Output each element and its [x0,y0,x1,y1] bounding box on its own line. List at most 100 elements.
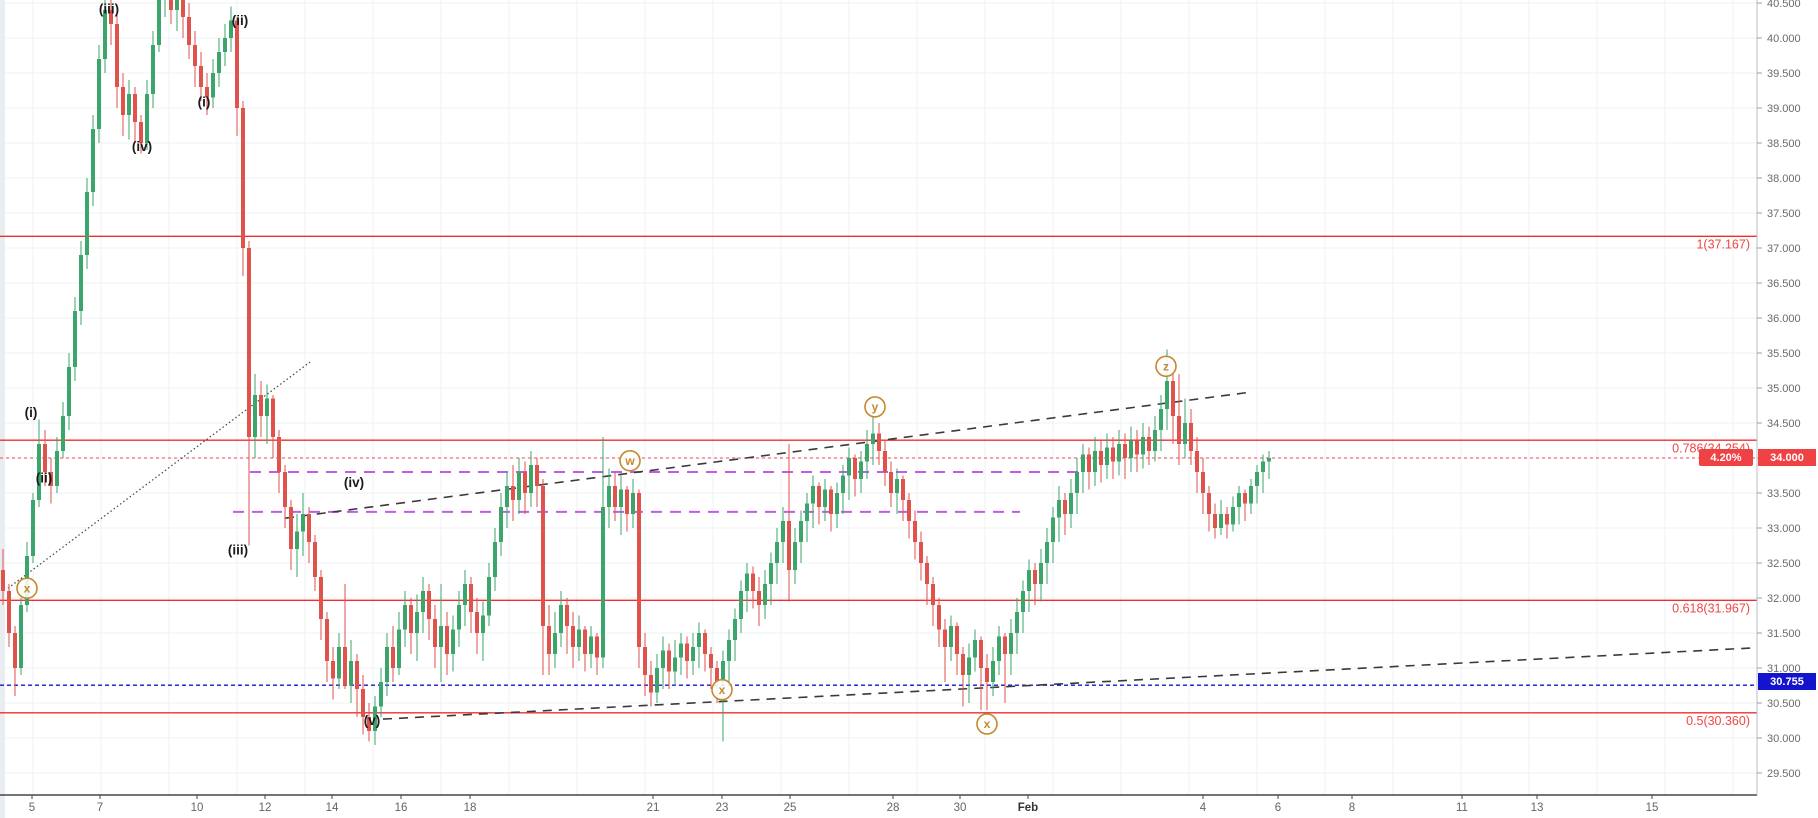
candle [751,566,755,609]
candle-body [1039,563,1043,584]
candle-body [661,650,665,668]
candle-body [181,0,185,17]
candle-body [673,657,677,672]
candle-body [157,0,161,45]
candle-body [481,615,485,633]
candle-body [73,311,77,367]
candle [475,598,479,654]
candle [607,468,611,528]
price-tick-label: 39.000 [1767,103,1801,115]
time-tick-label: 18 [464,802,477,814]
price-tick-label: 31.500 [1767,628,1801,640]
alert-price-badge[interactable]: 30.755 [1758,673,1816,690]
candle [379,668,383,717]
candle-body [667,650,671,672]
candle [19,598,23,675]
candle [517,458,521,514]
price-tick-label: 40.000 [1767,33,1801,45]
candle [427,584,431,640]
candle-body [1027,570,1031,591]
candle [79,241,83,325]
price-tick-label: 36.000 [1767,313,1801,325]
candle [625,486,629,532]
candle [787,444,791,602]
last-price-badge[interactable]: 34.000 [1758,449,1816,466]
candle-body [535,465,539,486]
candle-body [859,461,863,479]
candle [1213,503,1217,539]
candle-body [679,643,683,658]
candle-body [1165,381,1169,409]
candle [1069,479,1073,528]
candle-body [361,689,365,717]
candle [169,0,173,24]
candle-body [331,661,335,679]
candle [313,535,317,591]
candle [247,241,251,546]
candle-body [931,584,935,605]
candle-body [823,489,827,507]
candle [1099,440,1103,483]
candle-body [955,626,959,654]
candle [643,633,647,696]
candle-body [55,451,59,486]
fib-level-label: 1(37.167) [1696,238,1750,252]
candle-body [883,451,887,472]
candle-body [475,612,479,633]
candle-body [919,542,923,563]
candle [355,654,359,717]
candle [439,584,443,682]
candle [31,493,35,563]
candle-body [1081,454,1085,472]
dashed-trendline[interactable] [382,646,1758,720]
price-tick-label: 39.500 [1767,68,1801,80]
candle [1249,479,1253,514]
candle [469,577,473,633]
candle-body [79,255,83,311]
candle-body [373,706,377,731]
candle [187,3,191,59]
candle-body [739,591,743,619]
candle-body [199,66,203,87]
left-edge-strip [0,0,5,818]
candle-body [259,395,263,416]
candle-body [961,654,965,675]
candle-body [889,472,893,493]
circle-letter: x [24,581,31,595]
candle [235,17,239,136]
candle-body [1117,444,1121,462]
candle-body [247,248,251,437]
candle [793,528,797,584]
circle-outline [864,396,886,418]
candle-body [1255,472,1259,486]
candle-body [97,59,101,129]
candle-body [1195,451,1199,472]
candle-body [499,507,503,542]
candle [223,24,227,66]
candle [979,636,983,710]
wave-circle-x: x [16,577,38,600]
time-tick-label: 21 [647,802,660,814]
price-tick-label: 37.000 [1767,243,1801,255]
candle [133,87,137,143]
candle-body [973,640,977,658]
price-axis-gutter[interactable] [1758,0,1818,795]
price-tick-label: 37.500 [1767,208,1801,220]
time-axis-gutter[interactable] [5,796,1818,818]
candle-body [847,458,851,476]
candle [241,101,245,276]
candle-body [655,668,659,693]
wave-circle-x: x [976,713,998,735]
candle [1033,563,1037,605]
candle [709,647,713,689]
wave-label: (iii) [228,543,248,558]
candle-body [229,20,233,38]
candle [583,626,587,672]
candle-body [517,472,521,500]
candle [13,626,17,696]
dashed-trendline[interactable] [284,391,1251,519]
candle-body [997,636,1001,661]
dotted-trendline[interactable] [7,361,311,589]
candle-body [1201,472,1205,493]
